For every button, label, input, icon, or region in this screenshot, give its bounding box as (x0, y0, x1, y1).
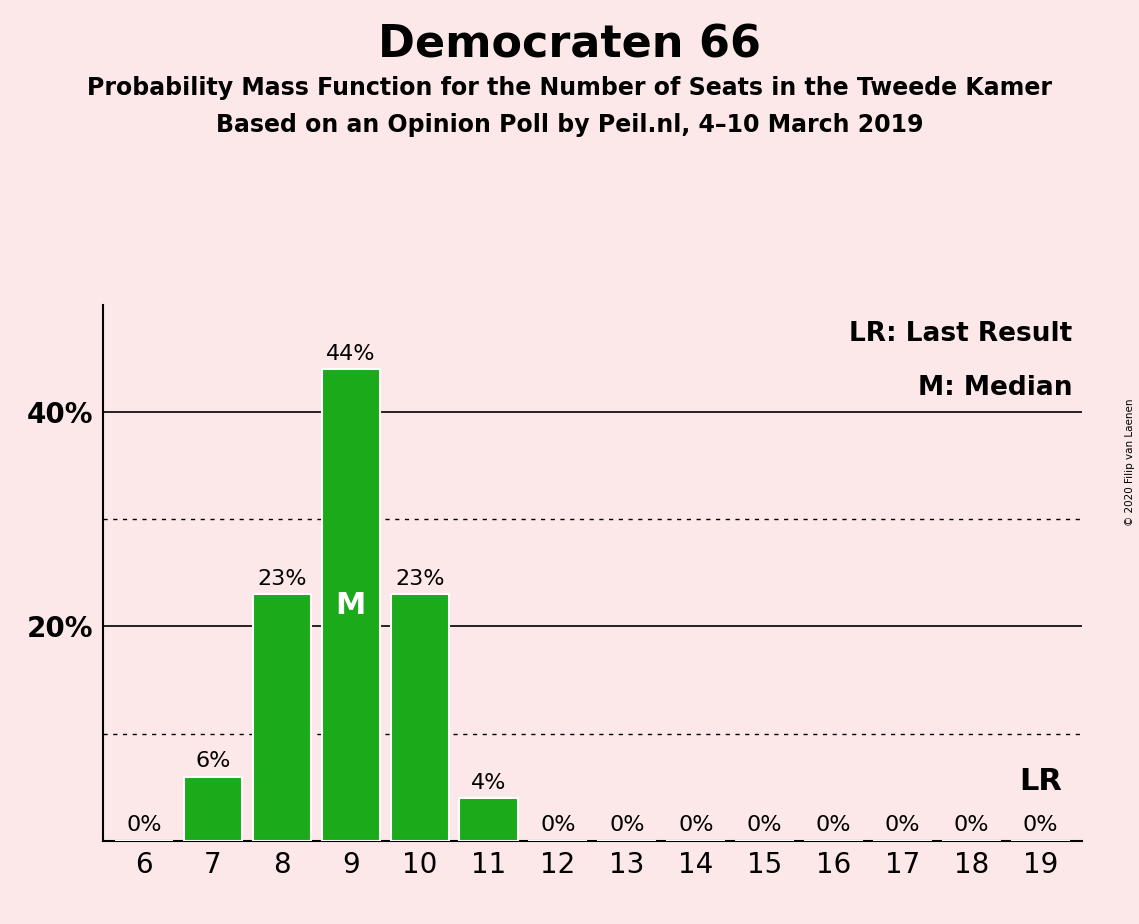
Bar (459, 798, 518, 841)
Text: 4%: 4% (472, 772, 507, 793)
Text: 23%: 23% (395, 569, 444, 589)
Text: 44%: 44% (326, 344, 376, 364)
Text: Probability Mass Function for the Number of Seats in the Tweede Kamer: Probability Mass Function for the Number… (87, 76, 1052, 100)
Bar (391, 594, 449, 841)
Text: M: M (336, 590, 366, 619)
Text: © 2020 Filip van Laenen: © 2020 Filip van Laenen (1125, 398, 1134, 526)
Text: 0%: 0% (609, 816, 645, 835)
Text: 0%: 0% (540, 816, 575, 835)
Bar (183, 776, 243, 841)
Text: 0%: 0% (126, 816, 162, 835)
Text: LR: LR (1019, 768, 1062, 796)
Bar (321, 370, 380, 841)
Text: Democraten 66: Democraten 66 (378, 23, 761, 67)
Text: 6%: 6% (195, 751, 230, 772)
Text: M: Median: M: Median (918, 374, 1072, 401)
Text: LR: Last Result: LR: Last Result (849, 321, 1072, 347)
Text: 23%: 23% (257, 569, 306, 589)
Text: 0%: 0% (678, 816, 713, 835)
Text: 0%: 0% (885, 816, 920, 835)
Bar (253, 594, 311, 841)
Text: 0%: 0% (954, 816, 990, 835)
Text: 0%: 0% (747, 816, 782, 835)
Text: Based on an Opinion Poll by Peil.nl, 4–10 March 2019: Based on an Opinion Poll by Peil.nl, 4–1… (215, 113, 924, 137)
Text: 0%: 0% (1023, 816, 1058, 835)
Text: 0%: 0% (816, 816, 852, 835)
